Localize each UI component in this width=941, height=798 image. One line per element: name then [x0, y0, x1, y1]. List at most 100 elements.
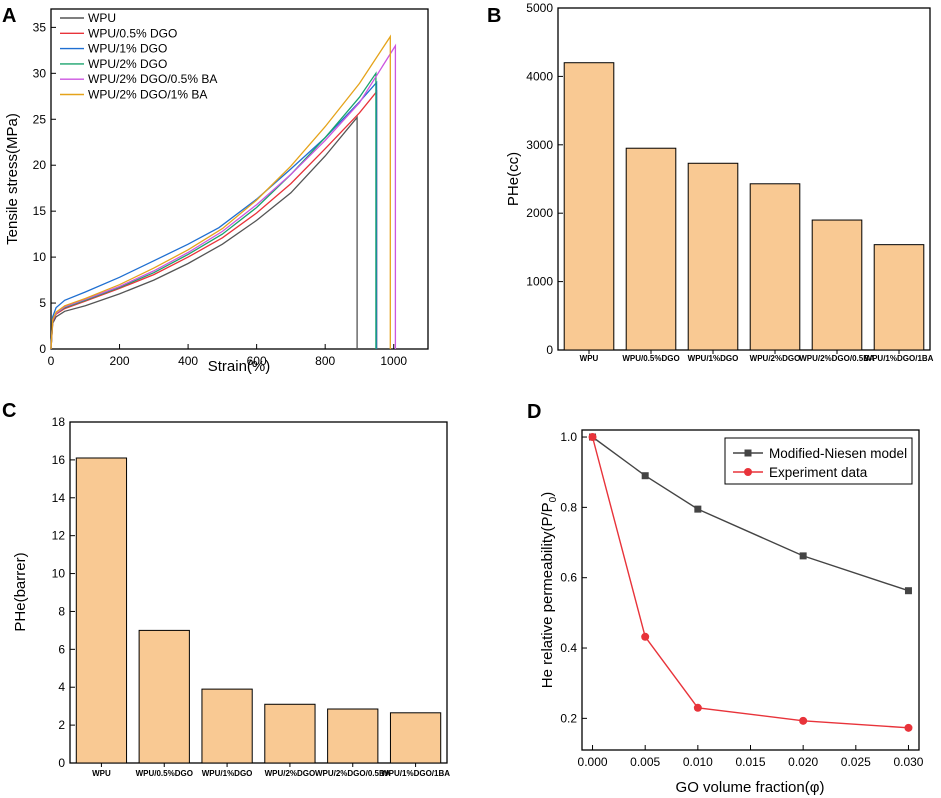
- panel-d-ytick-label-1: 0.4: [560, 641, 577, 655]
- panel-d-xtick-label-6: 0.030: [893, 755, 923, 769]
- panel-a-series-3: [50, 71, 377, 350]
- panel-a-series-1: [50, 89, 378, 350]
- panel-b-bar-4: [811, 219, 863, 351]
- panel-label-a: A: [2, 5, 16, 27]
- panel-d-series-0-point-3: [799, 552, 807, 560]
- panel-a-xtick-label-5: 1000: [380, 354, 407, 368]
- panel-a-legend-label-1: WPU/0.5% DGO: [88, 26, 177, 40]
- panel-c-ytick-label-6: 12: [52, 529, 66, 543]
- panel-d-legend-marker-0: [744, 449, 752, 457]
- panel-d-series-1-point-3: [799, 716, 808, 725]
- panel-d-series-1-point-0: [588, 433, 597, 442]
- panel-c-ytick-label-1: 2: [58, 718, 65, 732]
- panel-b-ytick-label-5: 5000: [526, 1, 553, 15]
- panel-b-category-label-2: WPU/1%DGO: [688, 354, 739, 363]
- panel-b-category-label-0: WPU: [580, 354, 599, 363]
- panel-a-series-4: [50, 43, 397, 350]
- panel-d-ytick-label-0: 0.2: [560, 711, 577, 725]
- panel-c-ytick-label-3: 6: [58, 642, 65, 656]
- panel-d-series-0-point-1: [641, 472, 649, 480]
- panel-c-bar-0: [75, 457, 128, 764]
- panel-a-legend-label-4: WPU/2% DGO/0.5% BA: [88, 72, 217, 86]
- panel-a-ytick-label-7: 35: [33, 20, 47, 34]
- panel-c-bar-4: [327, 708, 379, 764]
- panel-label-c: C: [2, 400, 16, 422]
- panel-c-ytick-label-2: 4: [58, 680, 65, 694]
- panel-a-ytick-label-3: 15: [33, 204, 47, 218]
- panel-d-ylabel-close: ): [539, 492, 556, 497]
- panel-c-bar-2: [201, 688, 253, 764]
- panel-b-bar-3: [749, 183, 801, 351]
- panel-d-xtick-label-0: 0.000: [578, 755, 608, 769]
- panel-c-category-label-2: WPU/1%DGO: [202, 769, 253, 778]
- panel-a-xlabel: Strain(%): [208, 358, 271, 375]
- panel-a-legend-label-0: WPU: [88, 11, 116, 25]
- panel-c-bar-3: [264, 703, 316, 764]
- panel-c-category-label-4: WPU/2%DGO/0.5BA: [315, 769, 391, 778]
- panel-a-xtick-label-4: 800: [315, 354, 335, 368]
- panel-b-frame: [557, 7, 931, 351]
- panel-d-xtick-label-4: 0.020: [788, 755, 818, 769]
- panel-b-category-label-3: WPU/2%DGO: [750, 354, 801, 363]
- panel-d-ytick-label-2: 0.6: [560, 571, 577, 585]
- panel-b-ytick-label-3: 3000: [526, 138, 553, 152]
- panel-b-phe-cc-chart: 0 1000 2000 3000 4000 5000 WPU WPU/0.5%DGO WPU/1…: [505, 1, 934, 363]
- panel-c-category-label-5: WPU/1%DGO/1BA: [381, 769, 450, 778]
- panel-d-xtick-label-3: 0.015: [735, 755, 765, 769]
- panel-a-ytick-label-4: 20: [33, 158, 47, 172]
- panel-d-relative-permeability-chart: 0.000 0.005 0.010 0.015 0.020 0.025 0.030 0.2 0.…: [539, 429, 924, 796]
- panel-a-xtick-label-0: 0: [48, 354, 55, 368]
- panel-label-d: D: [527, 401, 541, 423]
- panel-b-ytick-label-4: 4000: [526, 69, 553, 83]
- panel-b-category-label-1: WPU/0.5%DGO: [622, 354, 679, 363]
- panel-a-legend-label-3: WPU/2% DGO: [88, 57, 167, 71]
- panel-d-xlabel: GO volume fraction(φ): [676, 779, 825, 796]
- panel-b-bar-1: [625, 147, 677, 351]
- panel-c-bar-1: [138, 629, 190, 764]
- panel-a-series-2: [50, 80, 378, 350]
- panel-b-bar-0: [563, 62, 615, 351]
- panel-a-ylabel: Tensile stress(MPa): [4, 113, 21, 245]
- panel-a-ytick-label-1: 5: [39, 296, 46, 310]
- panel-d-legend-marker-1: [744, 468, 752, 476]
- panel-a-xtick-label-2: 400: [178, 354, 198, 368]
- panel-b-category-label-5: WPU/1%DGO/1BA: [865, 354, 934, 363]
- panel-c-bar-5: [389, 712, 442, 764]
- panel-b-ytick-label-0: 0: [546, 343, 553, 357]
- panel-c-ytick-label-4: 8: [58, 604, 65, 618]
- panel-d-legend-label-0: Modified-Niesen model: [769, 446, 907, 461]
- panel-c-frame: [69, 421, 448, 764]
- panel-a-series-5: [50, 34, 391, 350]
- panel-d-ytick-label-3: 0.8: [560, 500, 577, 514]
- panel-b-bar-5: [873, 244, 925, 351]
- panel-d-series-1-point-2: [693, 703, 702, 712]
- panel-d-ytick-label-4: 1.0: [560, 430, 577, 444]
- panel-a-ytick-label-0: 0: [39, 342, 46, 356]
- panel-a-xtick-label-1: 200: [110, 354, 130, 368]
- panel-c-ytick-label-0: 0: [58, 756, 65, 770]
- panel-c-category-label-1: WPU/0.5%DGO: [136, 769, 193, 778]
- panel-c-ytick-label-5: 10: [52, 567, 66, 581]
- panel-d-series-0-point-2: [694, 505, 702, 513]
- panel-d-xtick-label-5: 0.025: [841, 755, 871, 769]
- panel-b-ytick-label-2: 2000: [526, 206, 553, 220]
- panel-c-category-label-3: WPU/2%DGO: [265, 769, 316, 778]
- panel-a-xtick-label-3: 600: [247, 354, 267, 368]
- panel-d-series-1-point-1: [641, 632, 650, 641]
- panel-a-tensile-chart: 0 200 400 600 800 1000 0 5 10 15 20 25 30 35 Strain(%…: [4, 8, 429, 375]
- panel-a-ytick-label-6: 30: [33, 66, 47, 80]
- panel-d-xtick-label-2: 0.010: [683, 755, 713, 769]
- panel-a-legend-label-2: WPU/1% DGO: [88, 42, 167, 56]
- panel-a-frame: [50, 8, 429, 350]
- panel-c-category-label-0: WPU: [92, 769, 111, 778]
- panel-d-ylabel-main: He relative permeability(P/P: [539, 502, 556, 688]
- panel-d-series-0-point-4: [904, 587, 912, 595]
- panel-c-ytick-label-8: 16: [52, 453, 66, 467]
- panel-a-series-0: [50, 115, 358, 350]
- panel-d-legend-box: [724, 437, 913, 485]
- panel-b-bar-2: [687, 162, 739, 351]
- panel-a-ytick-label-2: 10: [33, 250, 47, 264]
- panel-d-xtick-label-1: 0.005: [630, 755, 660, 769]
- panel-d-series-1-point-4: [904, 723, 913, 732]
